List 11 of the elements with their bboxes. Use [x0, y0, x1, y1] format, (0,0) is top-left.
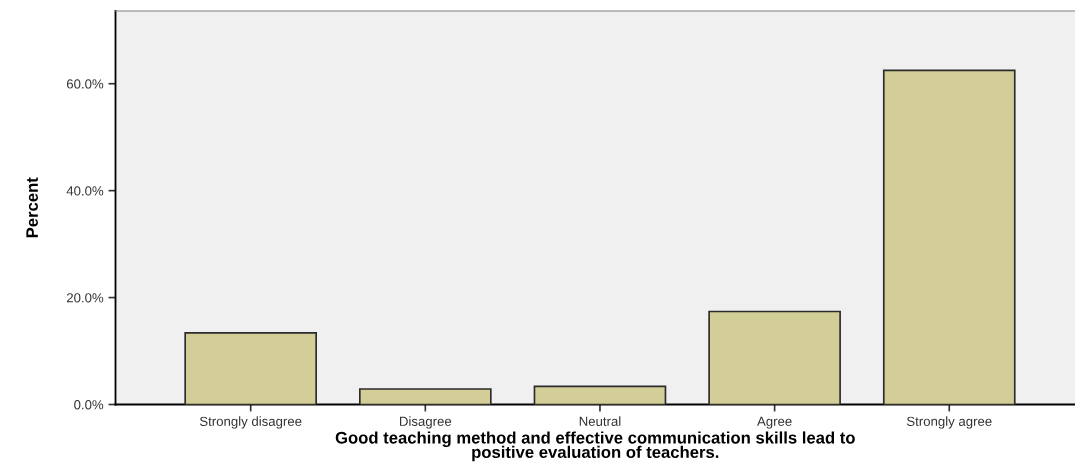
x-tick-label: Strongly disagree [199, 416, 302, 429]
y-tick-label: 0.0% [74, 400, 104, 410]
x-axis-title: Good teaching method and effective communication skills lead to positive evaluation of teachers. [335, 431, 855, 462]
x-tick-label: Strongly agree [906, 416, 992, 429]
x-tick-label: Neutral [579, 416, 621, 426]
x-tick-label: Disagree [400, 416, 452, 429]
y-tick-label: 40.0% [66, 186, 104, 196]
y-tick-label: 60.0% [66, 79, 104, 89]
y-tick-label: 20.0% [66, 293, 104, 303]
x-tick-label: Agree [757, 416, 792, 429]
y-axis-title: Percent [26, 177, 38, 238]
